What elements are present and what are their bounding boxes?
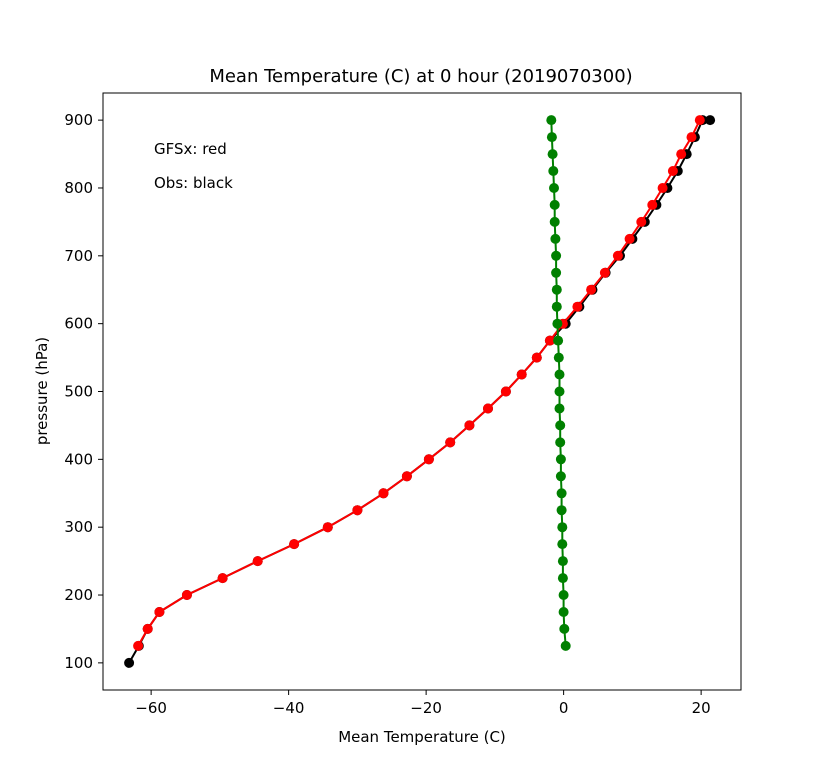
data-point — [483, 403, 493, 414]
data-point — [252, 556, 263, 567]
data-point — [557, 522, 568, 533]
data-point — [378, 488, 389, 499]
data-point — [548, 166, 559, 176]
y-tick-label: 600 — [64, 315, 93, 333]
plot-area — [124, 115, 716, 668]
data-point — [217, 573, 228, 584]
data-point — [549, 199, 560, 210]
data-point — [552, 318, 563, 329]
data-point — [322, 522, 333, 533]
data-point — [667, 166, 678, 176]
data-point — [516, 369, 527, 380]
data-point — [553, 352, 564, 363]
data-point — [612, 250, 623, 261]
data-point — [556, 488, 567, 499]
data-point — [423, 454, 434, 465]
data-point — [647, 199, 658, 210]
x-axis-label: Mean Temperature (C) — [338, 728, 506, 746]
data-point — [624, 233, 635, 244]
data-point — [694, 115, 705, 126]
data-point — [572, 301, 583, 312]
y-tick-label: 300 — [64, 518, 93, 536]
data-point — [705, 115, 716, 126]
data-point — [550, 233, 561, 244]
data-point — [557, 573, 568, 584]
x-tick-label: −60 — [135, 699, 167, 717]
series-0 — [124, 115, 716, 668]
series-2 — [546, 115, 571, 651]
data-point — [556, 505, 567, 516]
data-point — [352, 505, 363, 516]
y-tick-label: 500 — [64, 383, 93, 401]
data-point — [657, 183, 668, 193]
data-point — [531, 352, 542, 363]
data-point — [289, 539, 300, 550]
legend-annotation-obs: Obs: black — [154, 174, 233, 192]
data-point — [686, 132, 697, 143]
data-point — [551, 301, 562, 312]
data-point — [133, 640, 144, 651]
series-line — [137, 119, 701, 647]
series-1 — [133, 115, 705, 651]
data-point — [586, 284, 597, 295]
x-tick-label: −20 — [410, 699, 442, 717]
data-point — [558, 590, 569, 600]
data-point — [599, 267, 610, 278]
data-point — [557, 539, 568, 550]
y-axis-label: pressure (hPa) — [33, 337, 51, 445]
data-point — [553, 335, 564, 346]
data-point — [560, 640, 571, 651]
data-point — [549, 183, 559, 193]
x-tick-label: −40 — [273, 699, 305, 717]
y-tick-label: 900 — [64, 111, 93, 129]
x-tick-label: 0 — [559, 699, 569, 717]
data-point — [142, 623, 153, 634]
data-point — [546, 115, 557, 126]
data-point — [557, 556, 568, 567]
data-point — [445, 437, 456, 448]
data-point — [544, 335, 555, 346]
data-point — [547, 149, 558, 160]
data-point — [549, 216, 560, 227]
data-point — [554, 386, 565, 397]
data-point — [676, 149, 687, 160]
data-point — [181, 590, 192, 600]
data-point — [551, 250, 562, 261]
data-point — [555, 471, 566, 482]
x-tick-label: 20 — [692, 699, 711, 717]
data-point — [555, 420, 566, 431]
data-point — [401, 471, 412, 482]
data-point — [551, 267, 562, 278]
data-point — [554, 403, 565, 414]
data-point — [124, 657, 135, 668]
x-axis: −60 −40 −20 0 20 — [135, 690, 711, 717]
data-point — [559, 623, 570, 634]
y-tick-label: 200 — [64, 586, 93, 604]
y-axis: 100 200 300 400 500 600 700 800 900 — [64, 111, 103, 672]
y-tick-label: 800 — [64, 179, 93, 197]
y-tick-label: 700 — [64, 247, 93, 265]
data-point — [154, 607, 165, 617]
data-point — [551, 284, 562, 295]
data-point — [558, 607, 569, 617]
y-tick-label: 100 — [64, 654, 93, 672]
data-point — [500, 386, 511, 397]
data-point — [546, 132, 557, 143]
series-line — [550, 120, 567, 646]
y-tick-label: 400 — [64, 450, 93, 468]
data-point — [636, 216, 647, 227]
data-point — [555, 437, 566, 448]
data-point — [464, 420, 475, 431]
chart-title: Mean Temperature (C) at 0 hour (20190703… — [209, 66, 632, 87]
data-point — [554, 369, 565, 380]
data-point — [555, 454, 566, 465]
legend-annotation-gfsx: GFSx: red — [154, 140, 227, 158]
